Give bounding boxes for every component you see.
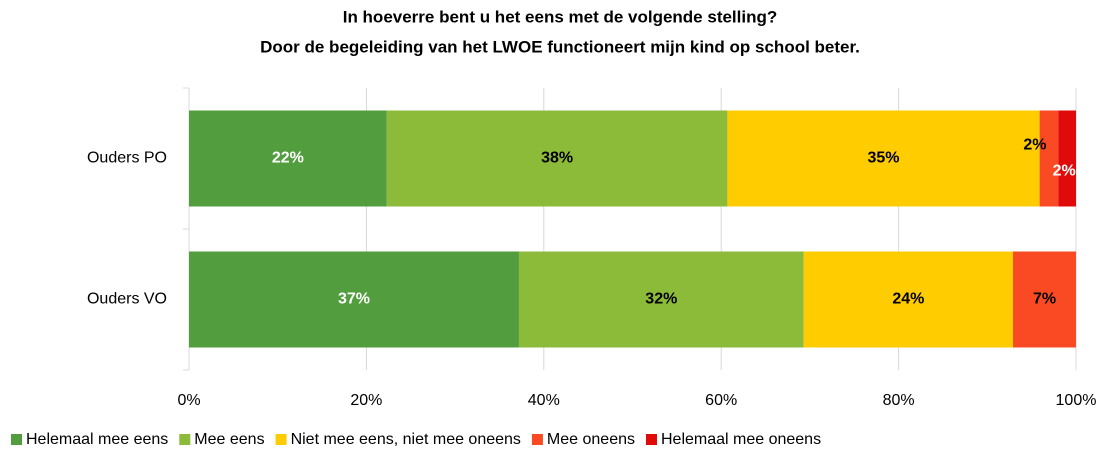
legend-label: Mee oneens bbox=[547, 431, 635, 448]
x-tick-label: 80% bbox=[883, 392, 915, 409]
legend-swatch bbox=[531, 434, 543, 445]
value-label: 2% bbox=[1023, 137, 1046, 154]
legend-swatch bbox=[645, 434, 657, 445]
bar-segment bbox=[803, 251, 1014, 348]
legend-swatch bbox=[179, 434, 191, 445]
bar-segment bbox=[1013, 251, 1076, 348]
x-tick-label: 40% bbox=[528, 392, 560, 409]
legend-label: Mee eens bbox=[194, 431, 264, 448]
bar-segment bbox=[518, 251, 804, 348]
legend-label: Helemaal mee eens bbox=[26, 431, 168, 448]
bar-segment bbox=[727, 110, 1040, 207]
value-label: 38% bbox=[541, 150, 573, 167]
chart-title: In hoeverre bent u het eens met de volge… bbox=[343, 7, 778, 26]
x-tick-label: 60% bbox=[705, 392, 737, 409]
bar-segment bbox=[1058, 110, 1076, 207]
chart-title: Door de begeleiding van het LWOE functio… bbox=[260, 37, 860, 56]
bar-segment bbox=[1039, 110, 1059, 207]
bar-segment bbox=[386, 110, 728, 207]
y-tick-label: Ouders PO bbox=[87, 150, 167, 167]
legend-label: Niet mee eens, niet mee oneens bbox=[291, 431, 521, 448]
y-tick-label: Ouders VO bbox=[87, 291, 167, 308]
value-label: 32% bbox=[645, 291, 677, 308]
legend-swatch bbox=[275, 434, 287, 445]
value-label: 37% bbox=[338, 291, 370, 308]
bar-segment bbox=[189, 251, 519, 348]
value-label: 24% bbox=[892, 291, 924, 308]
bar-segment bbox=[189, 110, 387, 207]
value-label: 7% bbox=[1033, 291, 1056, 308]
value-label: 22% bbox=[272, 150, 304, 167]
x-tick-label: 100% bbox=[1056, 392, 1097, 409]
value-label: 2% bbox=[1053, 163, 1076, 180]
x-tick-label: 20% bbox=[350, 392, 382, 409]
legend-swatch bbox=[11, 434, 22, 445]
x-tick-label: 0% bbox=[177, 392, 200, 409]
legend-label: Helemaal mee oneens bbox=[661, 431, 821, 448]
value-label: 35% bbox=[868, 150, 900, 167]
